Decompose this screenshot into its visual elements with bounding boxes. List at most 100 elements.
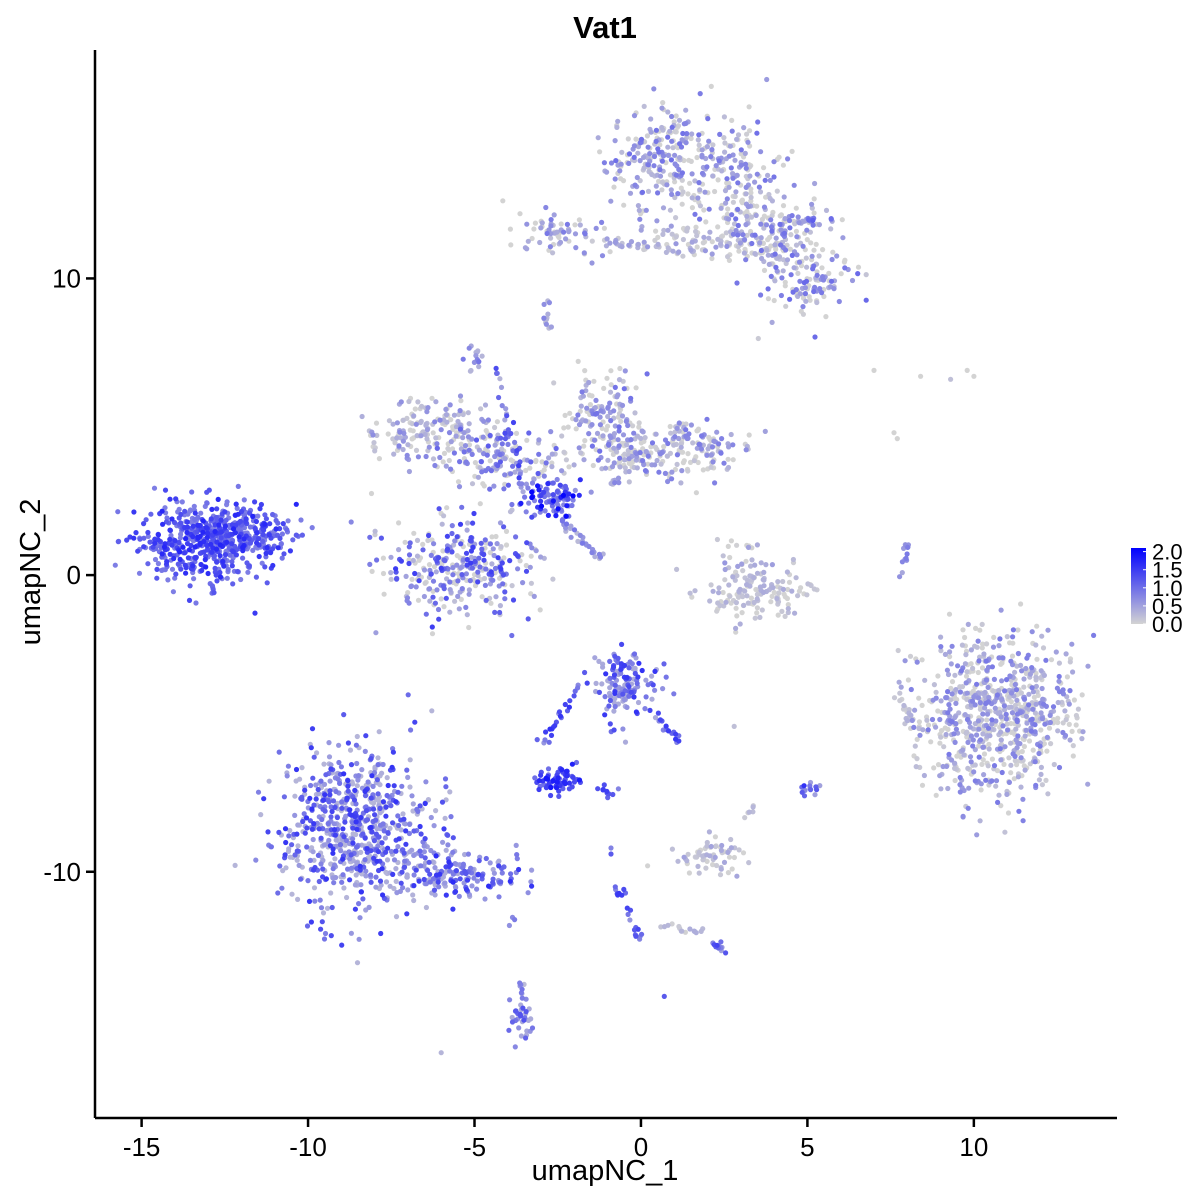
cell-point [211,553,217,560]
cell-point [706,206,712,212]
cell-point [756,184,763,190]
cell-point [320,866,326,872]
cell-point [451,450,457,456]
cell-point [663,674,669,680]
cell-point [533,458,539,465]
cell-point [761,204,768,210]
cell-point [735,232,741,238]
cell-point [726,582,732,588]
cell-point [752,179,758,185]
cell-point [983,677,990,683]
cell-point [394,420,400,426]
cell-point [357,867,363,873]
cell-point [731,854,738,861]
cell-point [641,239,647,245]
cell-point [626,242,632,248]
cell-point [1013,687,1020,693]
cell-point [169,516,175,522]
cell-point [982,705,988,711]
cell-point [550,498,557,504]
cell-point [161,544,168,550]
cell-point [726,854,733,860]
cell-point [775,579,781,585]
cell-point [173,496,179,502]
cell-point [744,582,750,588]
cell-point [993,778,1000,784]
cell-point [720,553,726,559]
cell-point [169,542,175,548]
cell-point [944,763,950,770]
cell-point [1036,750,1042,757]
cell-point [673,234,679,240]
cell-point [771,589,777,596]
cell-point [462,443,469,449]
cell-point [488,468,494,474]
cell-point [1015,733,1021,739]
cell-point [595,457,602,463]
cell-point [741,250,748,256]
cell-point [336,742,342,748]
cell-point [373,831,379,837]
cell-point [483,468,489,474]
cell-point [739,561,745,567]
cell-point [479,594,485,600]
cell-point [964,716,971,723]
cell-point [635,674,641,680]
cell-point [1075,706,1081,712]
cell-point [179,499,185,505]
cell-point [214,506,220,512]
cell-point [178,566,184,572]
cell-point [638,227,644,233]
cell-point [769,228,775,234]
cell-point [390,436,396,442]
cell-point [384,775,390,781]
cell-point [695,137,701,143]
cell-point [318,778,324,784]
cell-point [647,707,653,714]
cell-point [738,162,745,168]
cell-point [184,541,191,547]
cell-point [937,716,943,723]
cell-point [721,114,728,120]
cell-point [933,689,939,695]
cell-point [527,465,533,471]
cell-point [608,368,614,374]
cell-point [964,690,970,696]
cell-point [724,196,730,202]
cell-point [699,433,705,439]
cell-point [677,141,683,147]
cell-point [748,595,755,601]
cell-point [525,616,531,622]
cell-point [112,562,118,568]
cell-point [669,846,676,852]
cell-point [543,460,549,466]
cell-point [687,180,693,186]
cell-point [221,563,227,569]
cell-point [708,154,714,160]
cell-point [769,198,776,204]
cell-point [427,879,433,885]
cell-point [611,672,618,678]
cell-point [434,441,440,447]
cell-point [195,522,201,528]
cell-point [487,550,493,556]
cell-point [897,698,903,704]
cell-point [1029,685,1035,691]
cell-point [618,176,624,182]
cell-point [306,898,313,905]
cell-point [324,905,331,911]
cell-point [368,824,374,831]
cell-point [728,845,735,851]
cell-point [443,595,449,601]
cell-point [715,236,721,242]
cell-point [320,797,326,803]
cell-point [233,552,239,558]
cell-point [503,406,509,412]
cell-point [797,278,803,284]
cell-point [665,478,671,485]
cell-point [765,286,771,292]
cell-point [679,468,685,474]
cell-point [245,569,251,575]
cell-point [628,395,634,401]
cell-point [183,565,189,571]
